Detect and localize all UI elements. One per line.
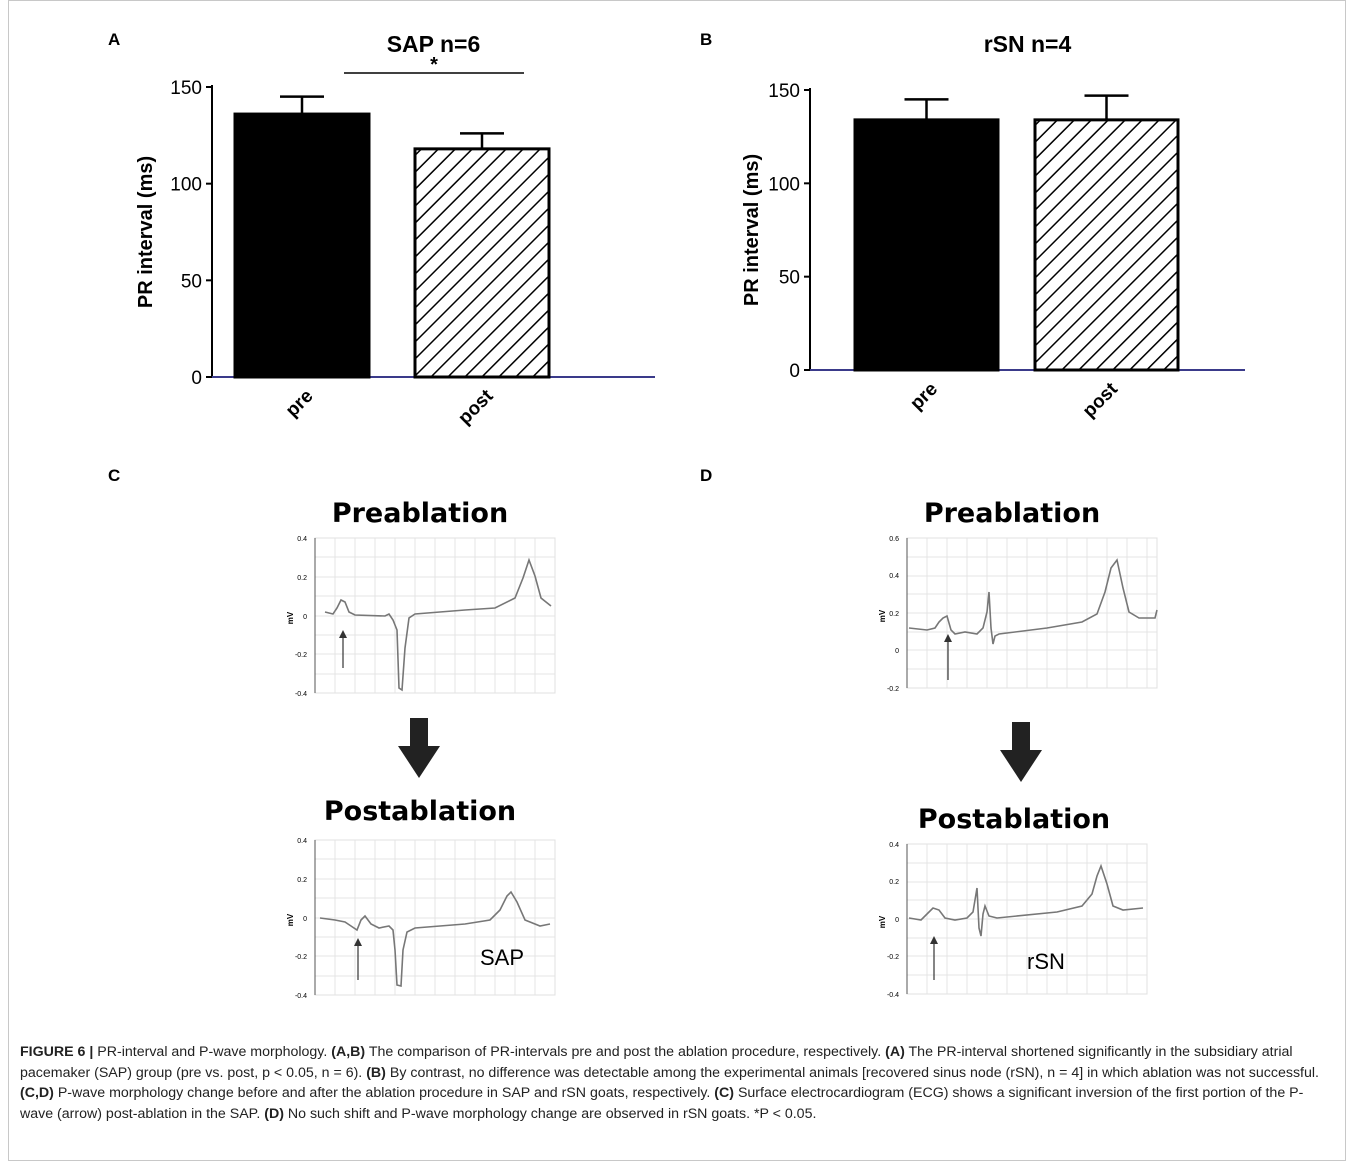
ecg-d-pre-tick-5: -0.2 bbox=[887, 686, 899, 693]
ecg-c-post-title: Postablation bbox=[324, 796, 516, 827]
caption-text-c: Surface electrocardiogram (ECG) shows a … bbox=[20, 1085, 1304, 1122]
ecg-c-pre-trace bbox=[324, 557, 552, 692]
caption-figure-label: FIGURE 6 | bbox=[20, 1044, 94, 1060]
ecg-c-pre-tick-1: 0.4 bbox=[297, 536, 307, 543]
ecg-d-group-label: rSN bbox=[1027, 949, 1065, 974]
ecg-d-post-tick-4: -0.2 bbox=[887, 954, 899, 961]
chart-a-title: SAP n=6 bbox=[387, 31, 481, 57]
ecg-d-post-grid bbox=[906, 843, 1148, 995]
caption-title: PR-interval and P-wave morphology. bbox=[97, 1044, 328, 1060]
ecg-c-pre-ylabel: mV bbox=[286, 611, 295, 624]
chart-a-ylabel: PR interval (ms) bbox=[135, 156, 157, 308]
ecg-d-pre-ylabel: mV bbox=[878, 609, 887, 622]
ecg-c-post-tick-3: 0 bbox=[303, 916, 307, 923]
caption-text-cd: P-wave morphology change before and afte… bbox=[57, 1085, 711, 1101]
ecg-c-post-grid bbox=[314, 839, 556, 996]
ecg-d-post-tick-5: -0.4 bbox=[887, 992, 899, 999]
chart-a: SAP n=6 PR interval (ms) 0 50 100 150 pre post * bbox=[135, 31, 655, 429]
chart-b-ytick-label-2: 100 bbox=[768, 174, 800, 195]
ecg-c-pre-arrowhead bbox=[339, 630, 347, 638]
figure-frame bbox=[8, 0, 1346, 1161]
caption-ref-d: (D) bbox=[264, 1105, 284, 1122]
ecg-c-post-ylabel: mV bbox=[286, 913, 295, 926]
ecg-c-pre-tick-4: -0.2 bbox=[295, 652, 307, 659]
ecg-c-post-tick-5: -0.4 bbox=[295, 993, 307, 1000]
ecg-c-post-tick-1: 0.4 bbox=[297, 838, 307, 845]
chart-a-ytick-label-3: 150 bbox=[170, 78, 202, 99]
ecg-d-post-arrowhead bbox=[930, 936, 938, 944]
chart-a-xtick-post: post bbox=[454, 385, 498, 429]
panel-letter-a: A bbox=[108, 30, 121, 49]
chart-b-ytick-label-0: 0 bbox=[789, 361, 800, 382]
chart-a-ytick-label-2: 100 bbox=[170, 175, 202, 196]
chart-b: rSN n=4 PR interval (ms) 0 50 100 150 pre post bbox=[741, 31, 1245, 422]
chart-b-ytick-label-3: 150 bbox=[768, 81, 800, 102]
caption-text-b: By contrast, no difference was detectabl… bbox=[389, 1064, 1319, 1081]
caption-text-d: No such shift and P-wave morphology chan… bbox=[287, 1105, 817, 1122]
ecg-d-pre-trace bbox=[908, 558, 1158, 645]
down-arrow-c bbox=[398, 718, 440, 778]
chart-b-bar-pre bbox=[853, 118, 1000, 372]
ecg-c-pre-tick-2: 0.2 bbox=[297, 575, 307, 582]
ecg-c-pre-title: Preablation bbox=[332, 498, 508, 529]
ecg-c-post-tick-2: 0.2 bbox=[297, 877, 307, 884]
caption-text-a: The PR-interval shortened significantly … bbox=[20, 1044, 1293, 1081]
ecg-d-pre-grid bbox=[906, 537, 1158, 689]
ecg-d-pre-arrowhead bbox=[944, 634, 952, 642]
ecg-panel-c: Preablation 0.4 0.2 0 -0.2 -0.4 mV Posta… bbox=[286, 498, 556, 1000]
chart-b-ytick-label-1: 50 bbox=[779, 268, 800, 289]
chart-a-ytick-label-0: 0 bbox=[191, 368, 202, 389]
ecg-d-pre-tick-3: 0.2 bbox=[889, 611, 899, 618]
chart-a-bar-post bbox=[413, 147, 551, 379]
ecg-d-post-ylabel: mV bbox=[878, 915, 887, 928]
ecg-c-post-trace bbox=[319, 890, 551, 988]
figure-caption: FIGURE 6 | PR-interval and P-wave morpho… bbox=[20, 1042, 1335, 1124]
ecg-d-pre-tick-2: 0.4 bbox=[889, 573, 899, 580]
chart-b-ylabel: PR interval (ms) bbox=[741, 154, 763, 306]
caption-ref-c: (C) bbox=[714, 1085, 734, 1101]
caption-ref-ab: (A,B) bbox=[331, 1044, 366, 1060]
ecg-d-post-tick-3: 0 bbox=[895, 917, 899, 924]
ecg-d-post-tick-2: 0.2 bbox=[889, 879, 899, 886]
ecg-d-pre-title: Preablation bbox=[924, 498, 1100, 529]
panel-letter-c: C bbox=[108, 466, 121, 485]
chart-a-bar-pre bbox=[233, 112, 371, 379]
caption-ref-cd: (C,D) bbox=[20, 1085, 54, 1101]
panel-letter-b: B bbox=[700, 30, 713, 49]
caption-ref-b: (B) bbox=[366, 1064, 386, 1081]
panel-letter-d: D bbox=[700, 466, 713, 485]
ecg-c-post-tick-4: -0.2 bbox=[295, 954, 307, 961]
ecg-d-post-title: Postablation bbox=[918, 804, 1110, 835]
chart-a-significance-star: * bbox=[430, 54, 438, 76]
ecg-d-post-tick-1: 0.4 bbox=[889, 842, 899, 849]
chart-b-bar-post bbox=[1033, 118, 1180, 372]
ecg-c-post-arrowhead bbox=[354, 938, 362, 946]
down-arrow-d bbox=[1000, 722, 1042, 782]
ecg-d-pre-tick-1: 0.6 bbox=[889, 536, 899, 543]
ecg-c-pre-tick-3: 0 bbox=[303, 614, 307, 621]
ecg-panel-d: Preablation 0.6 0.4 0.2 0 -0.2 mV Postab… bbox=[878, 498, 1158, 999]
ecg-c-pre-tick-5: -0.4 bbox=[295, 691, 307, 698]
chart-a-xtick-pre: pre bbox=[282, 386, 318, 422]
chart-b-xtick-post: post bbox=[1079, 378, 1123, 422]
ecg-c-pre-grid bbox=[314, 537, 556, 694]
ecg-d-pre-tick-4: 0 bbox=[895, 648, 899, 655]
ecg-d-post-trace bbox=[908, 863, 1144, 937]
caption-text-ab: The comparison of PR-intervals pre and p… bbox=[368, 1044, 882, 1060]
caption-ref-a: (A) bbox=[885, 1044, 905, 1060]
chart-b-title: rSN n=4 bbox=[984, 31, 1072, 57]
chart-b-xtick-pre: pre bbox=[906, 379, 942, 415]
ecg-c-group-label: SAP bbox=[480, 945, 524, 970]
chart-a-ytick-label-1: 50 bbox=[181, 271, 202, 292]
